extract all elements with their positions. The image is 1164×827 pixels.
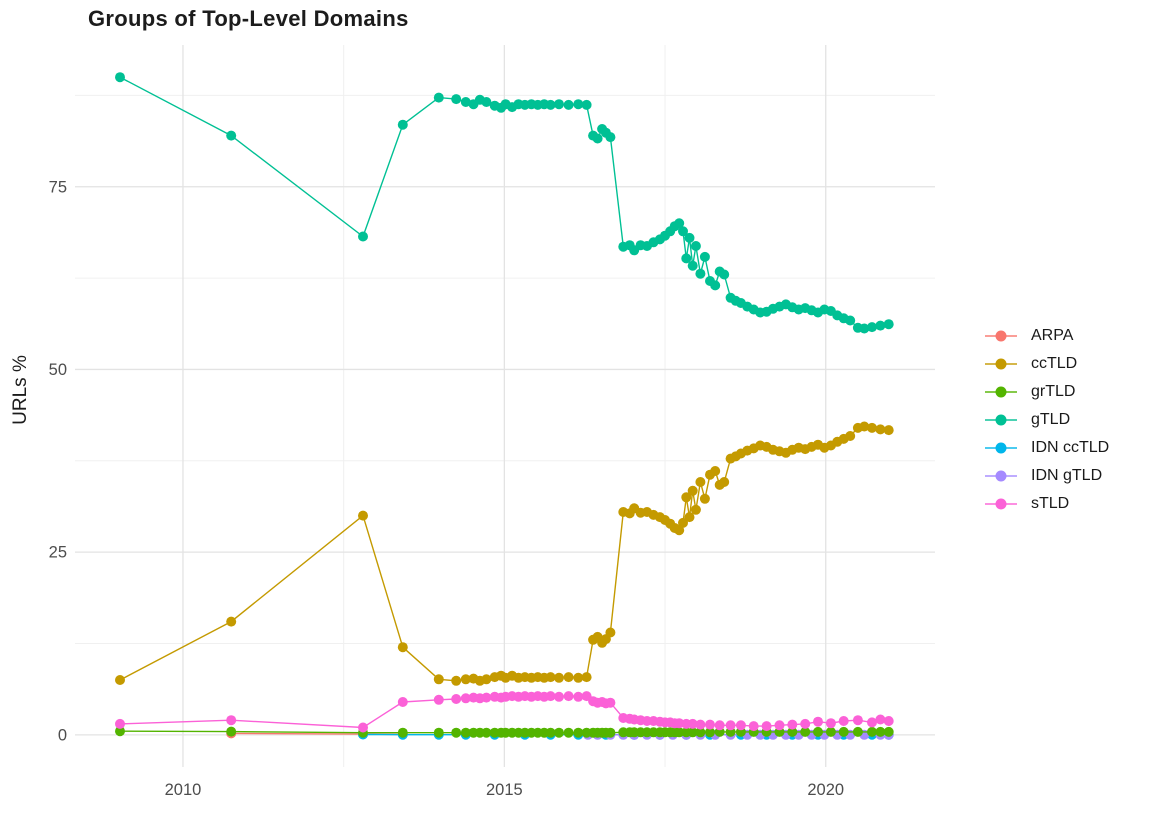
legend-label: ARPA — [1031, 327, 1074, 344]
legend-item-arpa: ARPA — [984, 322, 1109, 350]
legend-key-icon — [985, 414, 1017, 426]
series-gtld — [115, 72, 894, 334]
series-cctld — [115, 421, 894, 686]
legend-label: IDN ccTLD — [1031, 439, 1110, 456]
svg-text:50: 50 — [49, 361, 67, 379]
major-gridlines — [75, 45, 935, 767]
legend-label: IDN gTLD — [1031, 467, 1103, 484]
svg-text:75: 75 — [49, 178, 67, 196]
legend-item-cctld: ccTLD — [984, 350, 1109, 378]
legend: ARPA ccTLD grTLD gTLD IDN ccTLD IDN gTLD sTLD — [984, 322, 1109, 518]
y-axis-ticks: 0 25 50 75 — [49, 178, 67, 744]
series-stld — [115, 691, 894, 733]
legend-label: sTLD — [1031, 495, 1070, 512]
legend-key-icon — [985, 358, 1017, 370]
legend-item-gtld: gTLD — [984, 406, 1109, 434]
svg-text:2015: 2015 — [486, 781, 523, 799]
svg-text:0: 0 — [58, 726, 67, 744]
legend-label: grTLD — [1031, 383, 1076, 400]
chart-title: Groups of Top-Level Domains — [88, 6, 409, 31]
legend-label: ccTLD — [1031, 355, 1078, 372]
legend-label: gTLD — [1031, 411, 1071, 428]
x-axis-ticks: 2010 2015 2020 — [165, 781, 844, 799]
legend-item-grtld: grTLD — [984, 378, 1109, 406]
legend-key-icon — [985, 470, 1017, 482]
legend-key-icon — [985, 330, 1017, 342]
legend-item-idn-cctld: IDN ccTLD — [984, 434, 1109, 462]
svg-text:25: 25 — [49, 544, 67, 562]
legend-key-icon — [985, 442, 1017, 454]
legend-key-icon — [985, 498, 1017, 510]
legend-item-idn-gtld: IDN gTLD — [984, 462, 1109, 490]
series-grtld — [115, 726, 894, 738]
svg-text:2020: 2020 — [807, 781, 844, 799]
legend-item-stld: sTLD — [984, 490, 1109, 518]
legend-key-icon — [985, 386, 1017, 398]
svg-text:2010: 2010 — [165, 781, 202, 799]
